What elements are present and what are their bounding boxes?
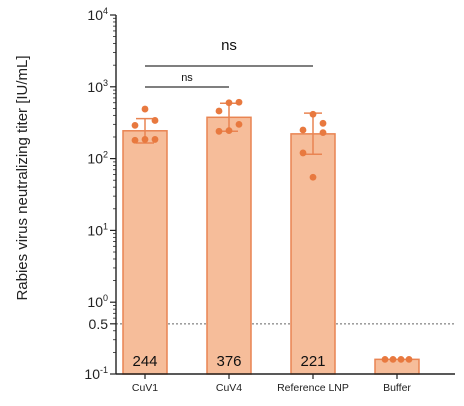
data-point	[299, 149, 307, 157]
plot-area: 244 376 221 104 103 102 101 100 0.5 10-1 CuV1 CuV4 R…	[84, 6, 455, 394]
bar-value-label: 221	[300, 353, 325, 370]
y-tick-label: 104	[87, 6, 108, 23]
y-tick-label: 103	[87, 78, 108, 95]
data-point	[319, 129, 327, 137]
y-axis-label: Rabies virus neutralizing titer [IU/mL]	[14, 55, 31, 300]
data-point	[309, 110, 317, 118]
data-point	[397, 355, 405, 363]
data-point	[131, 136, 139, 144]
significance-label: ns	[221, 37, 237, 54]
data-point	[215, 127, 223, 135]
x-tick-label: Reference LNP	[277, 382, 349, 394]
data-point	[381, 355, 389, 363]
bar-2	[206, 116, 252, 375]
data-point	[141, 105, 149, 113]
y-tick-label: 0.5	[89, 316, 109, 332]
y-tick-label: 10-1	[84, 365, 108, 382]
x-tick-label: CuV4	[216, 382, 242, 394]
y-tick-label: 102	[87, 150, 108, 167]
data-point	[389, 355, 397, 363]
bar-4	[374, 358, 420, 375]
data-point	[309, 173, 317, 181]
data-point	[141, 136, 149, 143]
data-point	[235, 98, 243, 106]
y-tick-label: 100	[87, 293, 108, 310]
data-point	[319, 119, 327, 127]
x-tick-label: CuV1	[132, 382, 158, 394]
x-tick-label: Buffer	[383, 382, 411, 394]
data-point	[131, 121, 139, 129]
data-point	[225, 127, 233, 135]
bar-3	[290, 133, 336, 375]
data-point	[151, 117, 159, 124]
data-point	[215, 107, 223, 115]
data-point	[299, 126, 307, 134]
bar-value-label: 244	[132, 353, 157, 370]
bar-value-label: 376	[216, 353, 241, 370]
data-point	[405, 355, 413, 363]
data-point	[225, 99, 233, 107]
data-point	[235, 120, 243, 128]
significance-label: ns	[181, 72, 193, 84]
y-tick-label: 101	[87, 221, 108, 238]
bar-1	[122, 130, 168, 375]
data-point	[151, 136, 159, 143]
